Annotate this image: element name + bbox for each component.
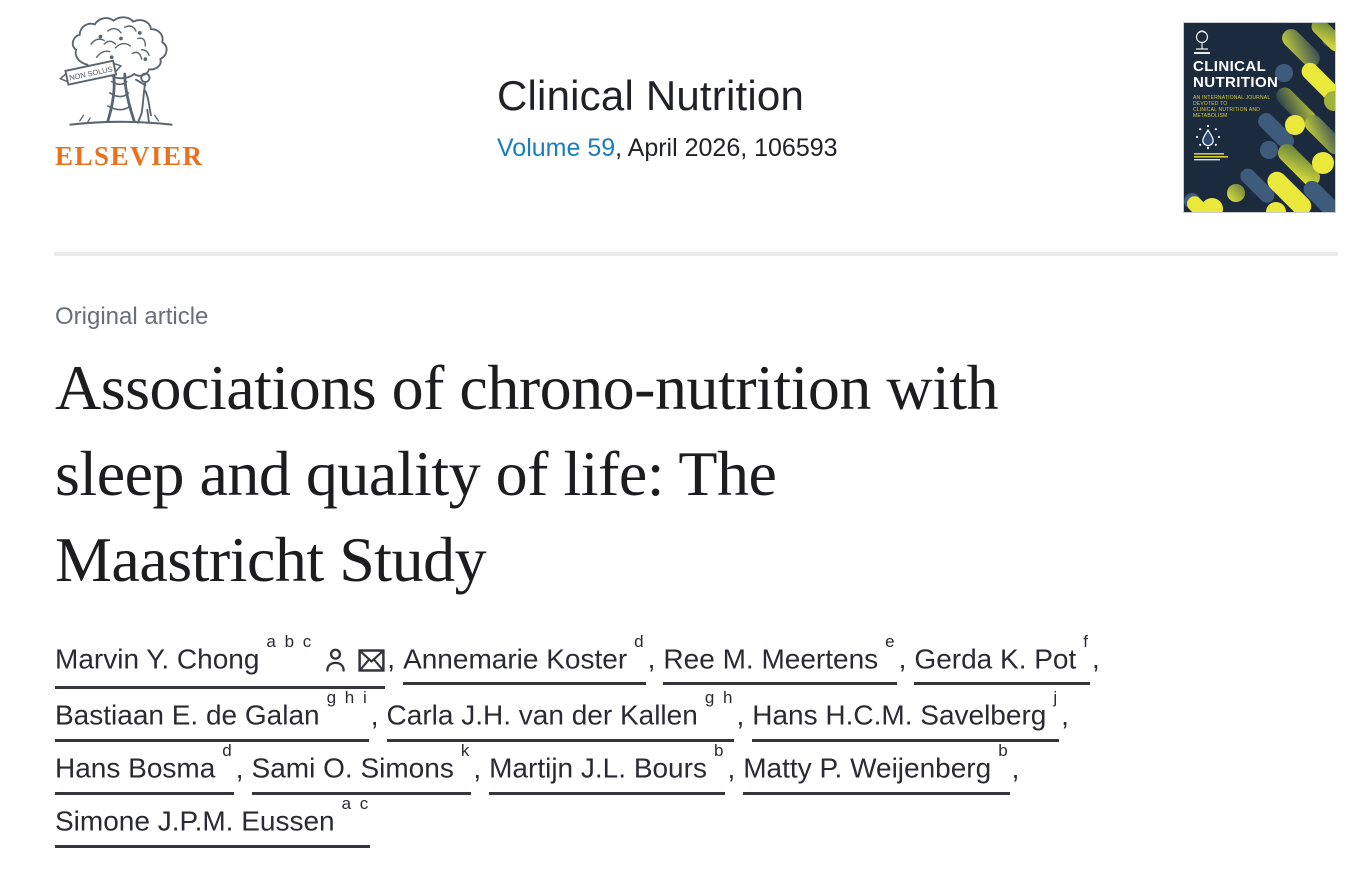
- article-title: Associations of chrono-nutrition with sl…: [55, 345, 1315, 603]
- author-separator: ,: [387, 643, 396, 675]
- author-affiliation-sup: k: [460, 741, 472, 761]
- author-link[interactable]: Gerda K. Pot f: [914, 632, 1091, 686]
- author-separator: ,: [1092, 643, 1100, 675]
- author-affiliation-sup: g h i: [326, 688, 369, 708]
- author-link[interactable]: Simone J.P.M. Eussen a c: [55, 794, 371, 848]
- author-affiliation-sup: d: [634, 632, 646, 651]
- elsevier-logo[interactable]: NON SOLUS ELSEVIER: [55, 16, 204, 172]
- envelope-icon[interactable]: [358, 647, 385, 679]
- author-name: Bastiaan E. de Galan: [55, 699, 320, 731]
- author-name: Annemarie Koster: [403, 643, 628, 675]
- author-link[interactable]: Ree M. Meertens e: [663, 632, 897, 686]
- journal-meta: Clinical Nutrition Volume 59, April 2026…: [497, 72, 838, 163]
- author-line: Hans Bosmad, Sami O. Simonsk, Martijn J.L.…: [55, 741, 1315, 795]
- author-affiliation-sup: j: [1053, 688, 1060, 708]
- cover-journal-subtitle: AN INTERNATIONAL JOURNAL DEVOTED TO CLIN…: [1193, 95, 1271, 119]
- author-name: Hans Bosma: [55, 752, 216, 784]
- author-link[interactable]: Matty P. Weijenberg b: [743, 741, 1010, 795]
- author-line: Marvin Y. Chonga b c, Annemarie Kosterd, R…: [55, 632, 1315, 690]
- author-affiliation-sup: d: [222, 741, 234, 761]
- author-name: Marvin Y. Chong: [55, 643, 260, 675]
- author-link[interactable]: Hans H.C.M. Savelberg j: [752, 688, 1060, 742]
- author-link[interactable]: Marvin Y. Chong a b c: [55, 632, 386, 690]
- author-link[interactable]: Carla J.H. van der Kallen g h: [386, 688, 735, 742]
- cover-elsevier-mark-icon: [1194, 30, 1210, 54]
- author-affiliation-sup: b: [998, 741, 1010, 761]
- author-separator: ,: [736, 699, 745, 731]
- author-line: Simone J.P.M. Eussen a c: [55, 794, 1315, 848]
- author-separator: ,: [898, 643, 907, 675]
- author-name: Gerda K. Pot: [914, 643, 1077, 675]
- author-affiliation-sup: f: [1083, 632, 1091, 651]
- espen-drop-icon: [1194, 124, 1228, 161]
- author-name: Matty P. Weijenberg: [743, 752, 992, 784]
- cover-art: [1184, 23, 1335, 212]
- author-affiliation-sup: a c: [341, 794, 371, 814]
- issue-line: Volume 59, April 2026, 106593: [497, 134, 838, 163]
- journal-cover-link[interactable]: CLINICAL NUTRITION AN INTERNATIONAL JOUR…: [1183, 22, 1336, 213]
- author-name: Ree M. Meertens: [663, 643, 879, 675]
- author-name: Simone J.P.M. Eussen: [55, 805, 335, 837]
- author-name: Hans H.C.M. Savelberg: [752, 699, 1047, 731]
- author-name: Carla J.H. van der Kallen: [386, 699, 698, 731]
- author-separator: ,: [1011, 752, 1020, 784]
- author-list: Marvin Y. Chonga b c, Annemarie Kosterd, R…: [55, 632, 1315, 848]
- article-title-line: Maastricht Study: [55, 524, 487, 595]
- author-link[interactable]: Bastiaan E. de Galan g h i: [55, 688, 369, 742]
- author-separator: ,: [1061, 699, 1069, 731]
- author-separator: ,: [370, 699, 379, 731]
- article-category: Original article: [55, 303, 209, 330]
- author-affiliation-sup: a b c: [266, 632, 314, 651]
- volume-link[interactable]: Volume 59: [497, 134, 616, 162]
- elsevier-wordmark[interactable]: ELSEVIER: [55, 141, 204, 171]
- article-head: Original article Associations of chrono-…: [55, 303, 1315, 858]
- cover-journal-title: CLINICAL NUTRITION: [1193, 58, 1279, 91]
- author-separator: ,: [727, 752, 736, 784]
- author-separator: ,: [473, 752, 482, 784]
- author-link[interactable]: Martijn J.L. Bours b: [489, 741, 726, 795]
- article-title-line: Associations of chrono-nutrition with: [55, 352, 999, 423]
- author-affiliation-sup: e: [885, 632, 897, 651]
- author-link[interactable]: Hans Bosma d: [55, 741, 234, 795]
- journal-title-link[interactable]: Clinical Nutrition: [497, 72, 805, 119]
- elsevier-tree-icon: NON SOLUS: [59, 16, 173, 126]
- person-icon[interactable]: [324, 647, 347, 679]
- non-solus-banner: NON SOLUS: [59, 59, 123, 86]
- author-separator: ,: [235, 752, 244, 784]
- author-affiliation-sup: b: [713, 741, 726, 761]
- article-title-line: sleep and quality of life: The: [55, 438, 777, 509]
- issue-date-text: , April 2026, 106593: [615, 134, 838, 162]
- author-link[interactable]: Annemarie Koster d: [403, 632, 646, 686]
- author-separator: ,: [647, 643, 656, 675]
- author-line: Bastiaan E. de Galang h i, Carla J.H. van…: [55, 688, 1315, 742]
- header-divider: [54, 252, 1338, 256]
- author-link[interactable]: Sami O. Simons k: [251, 741, 472, 795]
- author-name: Sami O. Simons: [251, 752, 454, 784]
- author-affiliation-sup: g h: [704, 688, 735, 708]
- author-name: Martijn J.L. Bours: [489, 752, 707, 784]
